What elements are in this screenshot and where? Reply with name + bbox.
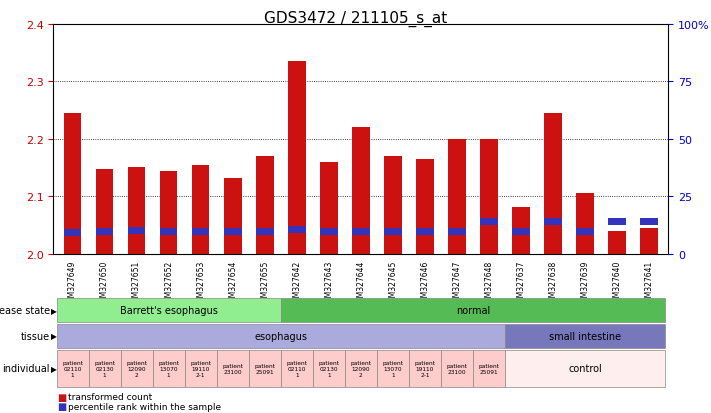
Text: patient
25091: patient 25091 <box>479 363 499 374</box>
Bar <box>384 157 402 254</box>
Bar <box>609 218 626 225</box>
Text: ▶: ▶ <box>51 364 57 373</box>
Bar <box>160 172 178 254</box>
Bar <box>288 226 306 233</box>
Text: patient
13070
1: patient 13070 1 <box>159 360 179 377</box>
Text: patient
23100: patient 23100 <box>223 363 243 374</box>
Text: tissue: tissue <box>21 331 50 341</box>
Bar <box>128 228 146 235</box>
Text: patient
02110
1: patient 02110 1 <box>62 360 83 377</box>
Text: patient
12090
2: patient 12090 2 <box>351 360 371 377</box>
Bar <box>224 178 242 254</box>
Bar <box>224 229 242 236</box>
Text: normal: normal <box>456 306 490 316</box>
Text: patient
19110
2-1: patient 19110 2-1 <box>191 360 211 377</box>
Bar <box>192 229 210 236</box>
Text: patient
02110
1: patient 02110 1 <box>287 360 307 377</box>
Text: esophagus: esophagus <box>255 331 307 341</box>
Bar <box>641 218 658 225</box>
Bar <box>416 229 434 236</box>
Text: patient
02130
1: patient 02130 1 <box>319 360 339 377</box>
Bar <box>448 139 466 254</box>
Bar <box>544 218 562 225</box>
Bar <box>480 218 498 225</box>
Text: percentile rank within the sample: percentile rank within the sample <box>68 401 220 411</box>
Text: ▶: ▶ <box>51 306 57 315</box>
Bar <box>288 62 306 254</box>
Text: ▶: ▶ <box>51 332 57 341</box>
Text: control: control <box>568 363 602 373</box>
Bar <box>320 162 338 254</box>
Bar <box>192 165 210 254</box>
Bar <box>576 229 594 236</box>
Bar <box>512 207 530 254</box>
Bar <box>256 229 274 236</box>
Text: GDS3472 / 211105_s_at: GDS3472 / 211105_s_at <box>264 10 447 26</box>
Bar <box>320 229 338 236</box>
Bar <box>352 229 370 236</box>
Bar <box>544 114 562 254</box>
Bar <box>576 194 594 254</box>
Bar <box>416 159 434 254</box>
Text: patient
12090
2: patient 12090 2 <box>126 360 147 377</box>
Text: patient
25091: patient 25091 <box>255 363 275 374</box>
Bar <box>64 230 81 237</box>
Text: disease state: disease state <box>0 306 50 316</box>
Text: ■: ■ <box>57 401 66 411</box>
Bar <box>128 168 146 254</box>
Bar <box>512 229 530 236</box>
Text: Barrett's esophagus: Barrett's esophagus <box>119 306 218 316</box>
Bar <box>256 157 274 254</box>
Bar <box>160 229 178 236</box>
Text: patient
13070
1: patient 13070 1 <box>383 360 403 377</box>
Bar <box>96 169 113 254</box>
Text: transformed count: transformed count <box>68 392 151 401</box>
Bar <box>448 229 466 236</box>
Bar <box>352 128 370 254</box>
Text: patient
23100: patient 23100 <box>447 363 467 374</box>
Text: patient
19110
2-1: patient 19110 2-1 <box>415 360 435 377</box>
Bar <box>64 114 81 254</box>
Bar <box>384 229 402 236</box>
Bar <box>96 229 113 236</box>
Bar <box>609 231 626 254</box>
Bar <box>641 228 658 254</box>
Text: small intestine: small intestine <box>549 331 621 341</box>
Bar <box>480 139 498 254</box>
Text: individual: individual <box>2 363 50 373</box>
Text: ■: ■ <box>57 392 66 402</box>
Text: patient
02130
1: patient 02130 1 <box>94 360 115 377</box>
